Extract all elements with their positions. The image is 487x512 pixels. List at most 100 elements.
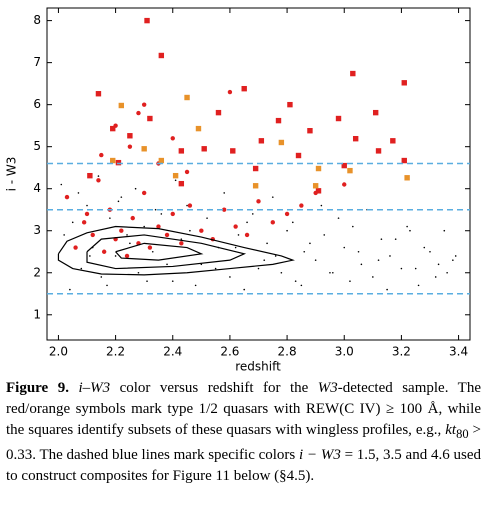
x-tick-label: 3.2 [392,345,411,359]
point [86,204,88,207]
point [263,259,266,261]
caption: Figure 9. i–W3 color versus redshift for… [6,378,481,487]
x-tick-label: 2.2 [106,345,125,359]
point [90,232,95,238]
caption-text: 80 [456,427,469,441]
point [60,183,63,186]
x-tick-label: 2.6 [220,345,239,359]
point [303,250,306,253]
caption-text: i–W3 [78,380,111,396]
point [454,255,457,257]
y-axis-label: i - W3 [5,157,19,192]
point [390,138,396,144]
point [144,17,150,24]
point [81,220,87,225]
point [120,196,123,198]
point [452,259,454,261]
chart: redshift i - W3 2.0 2.2 2.4 2.6 2.8 3.0 3.2 3.4… [5,7,471,374]
point [141,146,147,152]
point [151,250,154,253]
point [437,263,440,266]
point [206,217,208,219]
point [141,102,147,107]
x-tick-label: 3.0 [335,345,354,359]
point [69,288,71,291]
point [230,148,236,154]
point [126,234,128,236]
point [179,241,184,246]
point [134,187,137,190]
point [160,213,163,215]
point [141,190,147,196]
point [97,175,100,177]
point [95,91,102,97]
point [137,271,140,274]
point [342,182,347,187]
contour [115,242,204,261]
point [84,211,90,217]
point [73,245,78,250]
point [195,125,202,132]
point [386,288,388,291]
point [119,228,124,233]
point [349,280,351,282]
point [199,228,204,233]
point [127,144,133,149]
point [222,207,227,212]
point [315,188,322,194]
point [223,192,226,194]
point [71,221,74,224]
caption-text: W3 [317,380,338,396]
point [347,167,353,174]
point [295,152,302,159]
y-tick-label: 3 [33,223,41,237]
point [214,267,217,270]
point [352,225,354,228]
caption-text: -detected sample. The red/orange symbols… [6,380,481,438]
point [106,284,108,287]
y-tick-label: 1 [33,307,41,321]
point [64,194,70,200]
point [154,208,157,211]
point [100,276,103,278]
point [266,242,268,245]
point [129,242,131,245]
point [227,89,233,95]
x-tick-label: 2.0 [49,345,68,359]
point [184,94,190,101]
point [274,255,277,257]
point [335,115,342,122]
point [143,225,145,228]
point [244,232,250,238]
point [300,284,303,287]
point [394,238,397,240]
y-tick-label: 6 [33,97,41,111]
point [350,70,356,77]
point [329,271,331,274]
point [89,255,91,257]
point [172,172,179,179]
point [278,139,285,146]
point [401,80,407,86]
point [380,238,383,240]
point [252,183,259,189]
x-tick-label: 3.4 [449,345,468,359]
point [187,203,193,208]
point [343,246,346,249]
x-tick-label: 2.8 [278,345,297,359]
x-tick-label: 2.4 [163,345,182,359]
point [357,250,360,253]
point [375,148,382,154]
point [87,172,93,179]
point [118,102,125,109]
point [275,117,282,124]
point [258,138,265,144]
point [201,146,207,152]
point [291,221,294,224]
point [360,263,363,266]
point [270,220,275,225]
point [156,224,161,229]
point [80,267,83,270]
point [237,234,240,236]
point [233,224,238,229]
